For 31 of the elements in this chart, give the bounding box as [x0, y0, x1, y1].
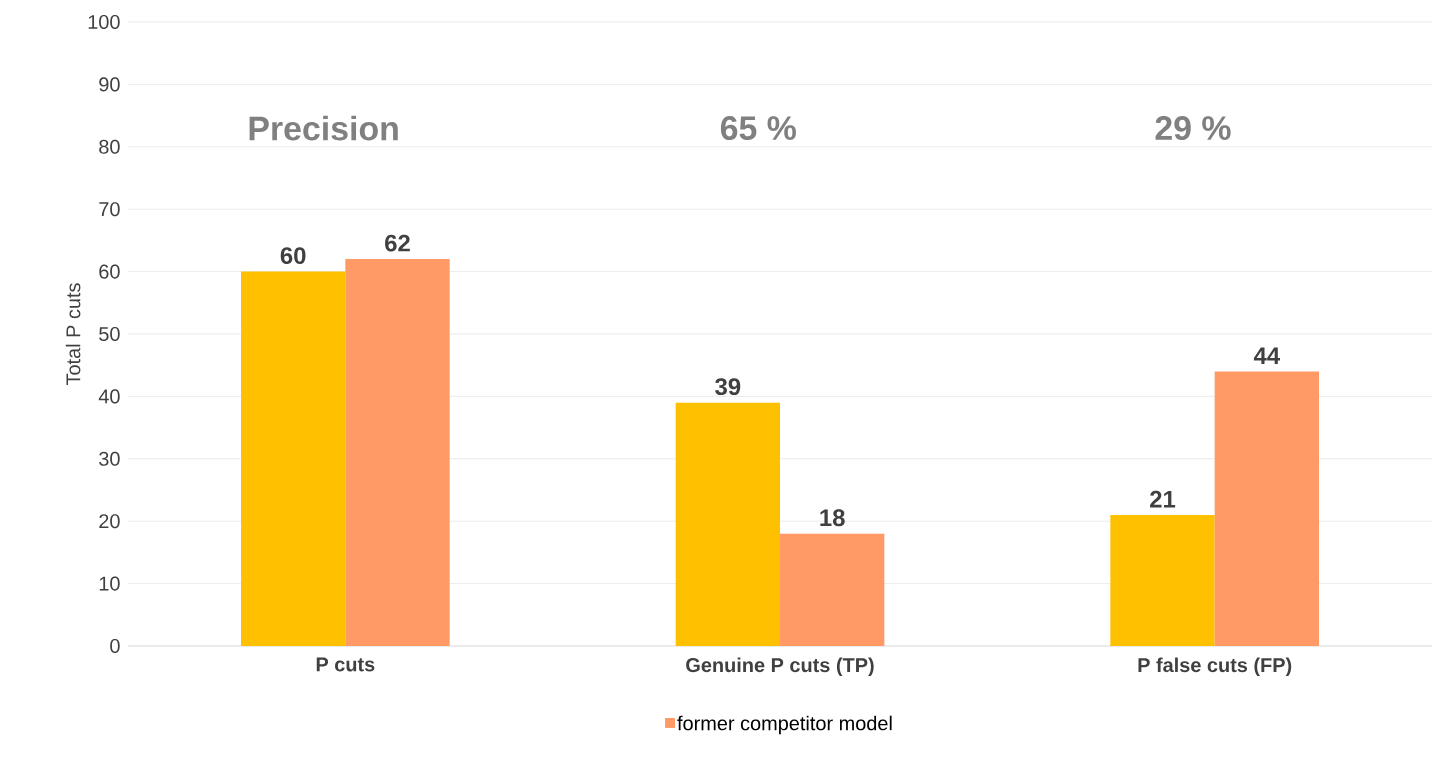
x-tick-label: P cuts [316, 657, 375, 672]
data-label: 39 [715, 378, 741, 396]
data-label: 44 [1253, 347, 1281, 364]
annotation: 29 % [1155, 116, 1231, 141]
y-tick-label: 70 [99, 202, 120, 217]
bar [1110, 514, 1215, 646]
y-tick-label: 0 [110, 638, 120, 654]
x-tick-label: P false cuts (FP) [1138, 657, 1292, 677]
y-tick-label: 100 [88, 14, 120, 30]
data-label: 21 [1150, 490, 1176, 508]
y-tick-label: 80 [99, 139, 120, 154]
annotation: 65 % [720, 116, 796, 141]
y-tick-label: 90 [99, 77, 120, 92]
y-tick-label: 40 [98, 389, 120, 404]
legend-label: former competitor model [677, 715, 892, 735]
data-label: 18 [820, 509, 845, 527]
y-tick-label: 50 [99, 326, 120, 342]
y-tick-label: 10 [99, 576, 120, 591]
y-tick-label: 30 [99, 451, 120, 466]
bar [345, 259, 450, 646]
x-tick-label: Genuine P cuts (TP) [686, 657, 874, 677]
data-label: 62 [385, 234, 410, 252]
bar [1214, 371, 1319, 646]
bar [241, 271, 346, 646]
y-tick-label: 60 [99, 264, 120, 279]
bar [780, 533, 885, 646]
bar [675, 402, 781, 646]
data-label: 60 [280, 247, 306, 265]
annotation: Precision [249, 115, 398, 141]
y-axis-title: Total P cuts [65, 283, 81, 386]
y-tick-label: 20 [99, 514, 120, 529]
